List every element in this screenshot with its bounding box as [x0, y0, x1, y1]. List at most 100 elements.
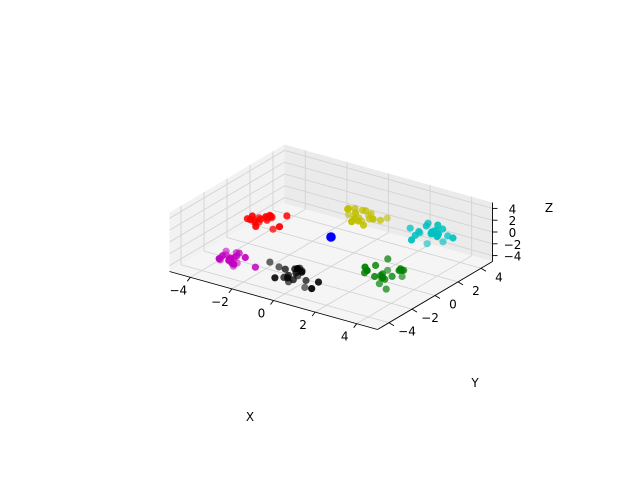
data-point [302, 276, 310, 285]
y-tick-mark [480, 267, 487, 272]
data-point [439, 225, 447, 233]
data-point [263, 216, 271, 224]
x-tick-label: 0 [258, 307, 266, 321]
series-4 [215, 247, 259, 271]
data-point [398, 272, 406, 281]
data-point [371, 272, 379, 281]
data-point [280, 273, 288, 281]
data-point [358, 206, 367, 214]
data-point [344, 205, 352, 213]
data-point [241, 253, 249, 262]
data-point [233, 259, 241, 267]
data-point [423, 240, 431, 248]
data-point [351, 204, 359, 213]
data-point [383, 214, 391, 222]
z-axis-title: Z [545, 201, 553, 215]
x-tick-label: 4 [341, 330, 349, 344]
grid-lines [169, 150, 493, 325]
x-tick-mark [270, 300, 274, 305]
data-point [378, 270, 386, 278]
y-axis-title: Y [470, 376, 479, 390]
grid-line-side-z [169, 150, 285, 219]
x-tick-label: −2 [211, 295, 229, 309]
data-point [429, 230, 437, 238]
z-tick-label: 2 [509, 214, 517, 228]
series-5 [266, 258, 323, 293]
grid-line-back-z [284, 150, 493, 209]
data-point [252, 222, 260, 230]
z-tick-label: 0 [509, 226, 517, 240]
data-points [215, 204, 457, 293]
grid-line-side-z [169, 161, 285, 231]
data-point [268, 213, 276, 221]
x-axis-title: X [246, 410, 254, 424]
data-point [439, 238, 447, 246]
data-point [298, 267, 306, 275]
data-point [407, 236, 416, 244]
x-tick-label: −4 [169, 283, 187, 297]
series-0 [243, 211, 291, 233]
data-point [301, 283, 309, 291]
data-point [375, 280, 383, 288]
data-point [444, 232, 452, 240]
data-point [266, 258, 274, 266]
data-point [326, 232, 336, 242]
data-point [251, 263, 259, 271]
grid-line-floor-y [180, 264, 390, 324]
x-tick-mark [186, 277, 191, 282]
data-point [388, 272, 396, 280]
data-point [382, 285, 390, 293]
series-1 [344, 204, 391, 229]
data-point [367, 210, 375, 218]
data-point [361, 269, 369, 277]
data-point [275, 223, 284, 231]
series-6 [326, 232, 336, 242]
grid-line-side-z [169, 173, 285, 243]
data-point [361, 263, 369, 271]
grid-line-side-z [169, 197, 285, 266]
data-point [232, 249, 240, 257]
y-tick-label: 4 [495, 270, 503, 284]
data-point [227, 255, 235, 263]
data-point [275, 263, 283, 271]
data-point [395, 266, 403, 275]
grid-line-floor-y [249, 223, 459, 283]
y-tick-mark [388, 322, 395, 327]
data-point [434, 221, 442, 229]
z-tick-label: −2 [504, 238, 522, 252]
data-point [384, 255, 392, 263]
data-point [434, 230, 442, 238]
z-tick-label: 4 [509, 202, 517, 216]
data-point [376, 216, 384, 224]
data-point [372, 261, 380, 269]
y-tick-label: −4 [398, 325, 416, 339]
data-point [416, 229, 424, 237]
data-point [314, 278, 323, 286]
data-point [284, 278, 293, 286]
data-point [271, 274, 279, 282]
data-point [283, 212, 291, 220]
y-tick-label: 2 [472, 284, 480, 298]
data-point [424, 219, 432, 227]
data-point [269, 225, 277, 233]
grid-line-side-z [169, 185, 285, 255]
grid-line-floor-y [272, 209, 482, 269]
axis-labels: X Y Z [246, 201, 553, 424]
series-3 [361, 255, 408, 293]
data-point [308, 285, 316, 293]
y-tick-label: 0 [449, 298, 457, 312]
data-point [281, 265, 289, 273]
y-tick-mark [457, 281, 464, 286]
data-point [257, 215, 265, 223]
grid-line-back-z [284, 161, 493, 221]
data-point [222, 251, 230, 259]
data-point [350, 215, 358, 223]
y-tick-mark [434, 295, 441, 299]
data-point [369, 215, 377, 223]
x-tick-mark [353, 323, 358, 328]
x-tick-mark [311, 311, 316, 317]
x-tick-mark [228, 288, 233, 294]
y-tick-label: −2 [421, 311, 439, 325]
data-point [384, 266, 392, 274]
